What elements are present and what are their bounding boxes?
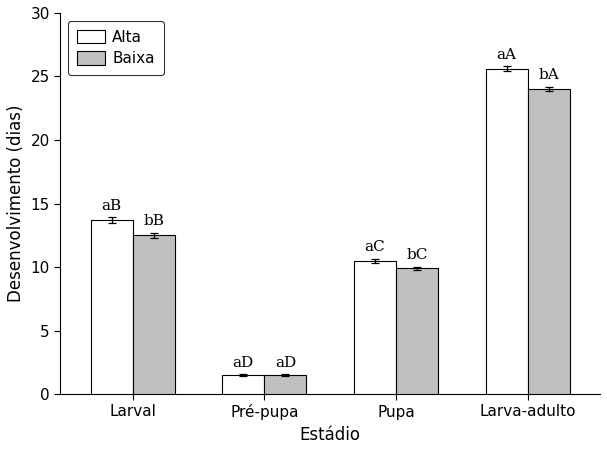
Text: aC: aC	[365, 240, 385, 254]
Text: aD: aD	[275, 356, 296, 370]
Bar	[486, 69, 527, 394]
Y-axis label: Desenvolvimento (dias): Desenvolvimento (dias)	[7, 105, 25, 302]
Text: bB: bB	[143, 214, 164, 228]
Bar	[265, 375, 307, 394]
Bar	[90, 220, 133, 394]
Text: aA: aA	[497, 48, 517, 62]
Bar	[354, 261, 396, 394]
X-axis label: Estádio: Estádio	[300, 426, 361, 444]
Bar	[527, 89, 570, 394]
Bar	[133, 235, 175, 394]
Bar	[222, 375, 265, 394]
Text: aD: aD	[232, 356, 254, 370]
Text: bC: bC	[406, 249, 428, 262]
Legend: Alta, Baixa: Alta, Baixa	[68, 21, 164, 75]
Bar	[396, 268, 438, 394]
Text: aB: aB	[101, 199, 121, 213]
Text: bA: bA	[538, 69, 559, 83]
